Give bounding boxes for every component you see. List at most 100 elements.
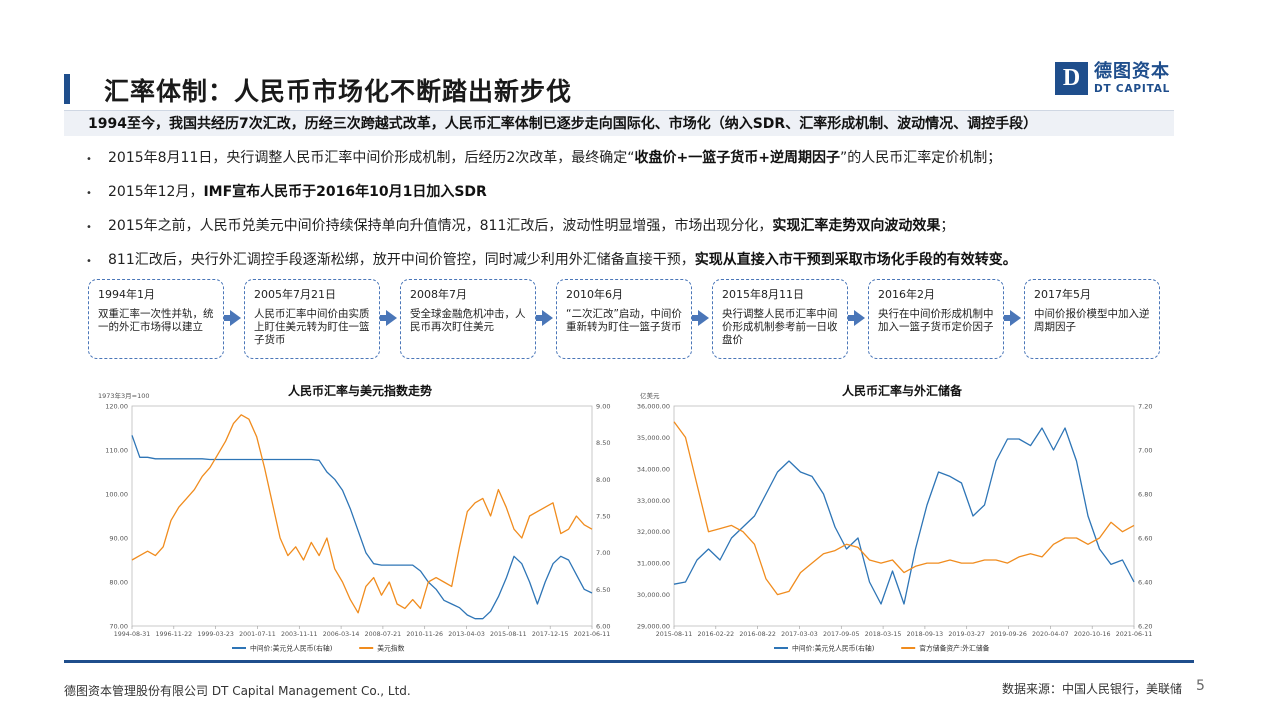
arrow-right-icon: [1004, 310, 1021, 326]
left-tick-label: 32,000.00: [637, 528, 670, 536]
bullet-dot-icon: •: [86, 154, 92, 165]
legend-label: 官方储备资产:外汇储备: [919, 644, 989, 653]
right-tick-label: 8.50: [596, 439, 610, 447]
footer-divider: [64, 660, 1194, 663]
x-tick-label: 2015-08-11: [490, 631, 527, 638]
left-tick-label: 100.00: [105, 491, 128, 499]
logo-mark-icon: D: [1055, 62, 1088, 95]
x-tick-label: 2021-06-11: [574, 631, 611, 638]
usd-index-chart: 人民币汇率与美元指数走势 1973年3月=100 70.00 80.00 90.00 1…: [90, 378, 630, 656]
chart-svg: 1973年3月=100 70.00 80.00 90.00 100.00 110.00 12…: [98, 391, 611, 653]
title-accent-bar: [64, 74, 70, 104]
right-tick-label: 7.50: [596, 513, 610, 521]
bullet-dot-icon: •: [86, 222, 92, 233]
timeline-card: 2016年2月 央行在中间价形成机制中加入一篮子货币定价因子: [868, 279, 1004, 359]
bullet-dot-icon: •: [86, 188, 92, 199]
right-tick-label: 6.20: [1138, 623, 1152, 631]
left-tick-label: 80.00: [109, 579, 128, 587]
x-tick-label: 2001-07-11: [239, 631, 276, 638]
x-tick-label: 2010-11-26: [406, 631, 443, 638]
left-tick-label: 30,000.00: [637, 591, 670, 599]
arrow-right-icon: [692, 310, 709, 326]
x-tick-label: 2020-04-07: [1032, 631, 1069, 638]
right-tick-label: 7.00: [1138, 447, 1152, 455]
x-tick-label: 2013-04-03: [448, 631, 485, 638]
x-tick-label: 2018-09-13: [907, 631, 944, 638]
timeline-card: 2010年6月 “二次汇改”启动，中间价重新转为盯住一篮子货币: [556, 279, 692, 359]
left-tick-label: 31,000.00: [637, 560, 670, 568]
reform-timeline: 1994年1月 双重汇率一次性并轨，统一的外汇市场得以建立 2005年7月21日人…: [88, 279, 1168, 359]
timeline-card: 2005年7月21日 人民币汇率中间价由实质上盯住美元转为盯住一篮子货币: [244, 279, 380, 359]
right-tick-label: 9.00: [596, 403, 610, 411]
chart-title: 人民币汇率与美元指数走势: [287, 384, 432, 398]
timeline-card: 1994年1月 双重汇率一次性并轨，统一的外汇市场得以建立: [88, 279, 224, 359]
left-tick-label: 70.00: [109, 623, 128, 631]
right-tick-label: 6.00: [596, 623, 610, 631]
chart-title: 人民币汇率与外汇储备: [841, 384, 962, 398]
plot-frame: [673, 405, 1135, 627]
summary-band: [64, 110, 1174, 136]
x-tick-label: 2016-02-22: [698, 631, 735, 638]
chart-svg: 亿美元 29,000.00 30,000.00 31,000.00 32,000.00 3…: [637, 391, 1153, 653]
timeline-card: 2017年5月 中间价报价模型中加入逆周期因子: [1024, 279, 1160, 359]
timeline-card: 2008年7月 受全球金融危机冲击，人民币再次盯住美元: [400, 279, 536, 359]
bullet-item: • 2015年之前，人民币兑美元中间价持续保持单向升值情况，811汇改后，波动性明…: [86, 210, 1176, 244]
series-line: [131, 435, 593, 620]
x-tick-label: 2015-08-11: [656, 631, 693, 638]
left-tick-label: 29,000.00: [637, 623, 670, 631]
left-tick-label: 110.00: [105, 447, 128, 455]
x-tick-label: 2017-12-15: [532, 631, 569, 638]
left-tick-label: 33,000.00: [637, 497, 670, 505]
series-line: [131, 414, 593, 614]
x-tick-label: 2019-09-26: [990, 631, 1027, 638]
footer-company: 德图资本管理股份有限公司 DT Capital Management Co., …: [64, 684, 411, 698]
left-tick-label: 120.00: [105, 403, 128, 411]
series-line: [673, 421, 1135, 596]
logo-en-text: DT CAPITAL: [1094, 82, 1171, 95]
timeline-card: 2015年8月11日 央行调整人民币汇率中间价形成机制参考前一日收盘价: [712, 279, 848, 359]
x-tick-label: 2018-03-15: [865, 631, 902, 638]
x-tick-label: 2016-08-22: [739, 631, 776, 638]
plot-frame: [131, 405, 593, 627]
x-tick-label: 2020-10-16: [1074, 631, 1111, 638]
right-tick-label: 6.60: [1138, 535, 1152, 543]
right-tick-label: 7.00: [596, 549, 610, 557]
right-tick-label: 7.20: [1138, 403, 1152, 411]
bullet-item: • 811汇改后，央行外汇调控手段逐渐松绑，放开中间价管控，同时减少利用外汇储备直…: [86, 244, 1176, 278]
logo-cn-text: 德图资本: [1094, 60, 1170, 82]
x-tick-label: 2003-11-11: [281, 631, 318, 638]
arrow-right-icon: [380, 310, 397, 326]
bullet-item: • 2015年8月11日，央行调整人民币汇率中间价形成机制，后经历2次改革，最终确…: [86, 142, 1176, 176]
page-number: 5: [1196, 678, 1205, 694]
x-tick-label: 2019-03-27: [948, 631, 985, 638]
company-logo: D 德图资本 DT CAPITAL: [1055, 62, 1170, 95]
fx-reserve-chart: 人民币汇率与外汇储备 亿美元 29,000.00 30,000.00 31,000.0…: [632, 378, 1172, 656]
legend-label: 中间价:美元兑人民币(右轴): [250, 644, 333, 653]
x-tick-label: 2017-09-05: [823, 631, 860, 638]
arrow-right-icon: [536, 310, 553, 326]
right-tick-label: 6.80: [1138, 491, 1152, 499]
left-tick-label: 36,000.00: [637, 403, 670, 411]
series-line: [673, 427, 1135, 605]
x-tick-label: 2008-07-21: [365, 631, 402, 638]
summary-text: 1994至今，我国共经历7次汇改，历经三次跨越式改革，人民币汇率体制已逐步走向国…: [88, 116, 1038, 132]
bullet-list: • 2015年8月11日，央行调整人民币汇率中间价形成机制，后经历2次改革，最终确…: [86, 142, 1176, 278]
bullet-item: • 2015年12月，IMF宣布人民币于2016年10月1日加入SDR: [86, 176, 1176, 210]
left-tick-label: 90.00: [109, 535, 128, 543]
page-title: 汇率体制：人民币市场化不断踏出新步伐: [104, 77, 573, 106]
x-tick-label: 1996-11-22: [156, 631, 193, 638]
x-tick-label: 2017-03-03: [781, 631, 818, 638]
x-tick-label: 1999-03-23: [197, 631, 234, 638]
x-tick-label: 2006-03-14: [323, 631, 360, 638]
legend-label: 美元指数: [377, 644, 404, 653]
footer-source: 数据来源：中国人民银行，美联储: [1001, 682, 1182, 696]
right-tick-label: 6.40: [1138, 579, 1152, 587]
legend-label: 中间价:美元兑人民币(右轴): [792, 644, 875, 653]
bullet-dot-icon: •: [86, 256, 92, 267]
left-axis-unit: 亿美元: [640, 391, 660, 400]
arrow-right-icon: [224, 310, 241, 326]
left-tick-label: 34,000.00: [637, 465, 670, 473]
right-tick-label: 6.50: [596, 586, 610, 594]
arrow-right-icon: [848, 310, 865, 326]
x-tick-label: 1994-08-31: [114, 631, 151, 638]
